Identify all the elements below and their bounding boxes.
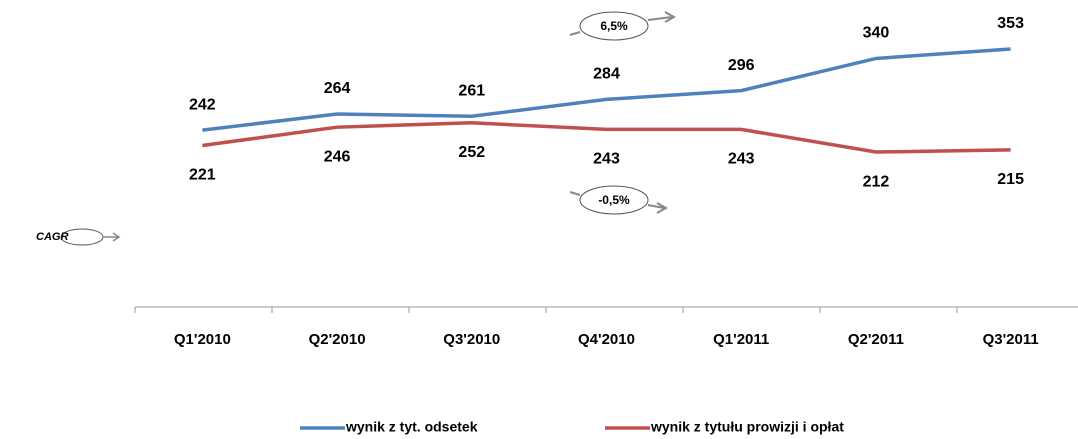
x-tick-label: Q1'2010 [174,331,231,348]
cagr-label: CAGR [36,231,68,243]
x-axis [134,306,1078,313]
data-label: 242 [189,96,216,113]
series-line [202,121,1011,154]
x-tick-label: Q1'2011 [713,331,769,348]
x-tick-label: Q2'2011 [848,331,904,348]
data-label: 340 [863,25,890,42]
data-label: 215 [997,171,1024,188]
x-tick-label: Q4'2010 [578,331,635,348]
legend-label: wynik z tyt. odsetek [345,419,478,435]
annotation: -0,5% [598,193,630,207]
series-line [202,47,1011,132]
data-label: 252 [458,144,485,161]
data-label: 353 [997,15,1024,32]
x-tick-label: Q3'2010 [443,331,500,348]
data-label: 246 [324,148,351,165]
x-tick-label: Q2'2010 [309,331,366,348]
legend-label: wynik z tytułu prowizji i opłat [650,419,844,435]
data-label: 212 [863,173,890,190]
data-label: 264 [324,80,351,97]
cagr-shapes [60,11,677,246]
data-label: 221 [189,167,216,184]
data-label: 296 [728,57,755,74]
data-label: 284 [593,66,620,83]
annotation: 6,5% [600,19,628,33]
x-tick-label: Q3'2011 [983,331,1039,348]
data-label: 261 [458,82,485,99]
data-label: 243 [728,151,755,168]
data-label: 243 [593,151,620,168]
